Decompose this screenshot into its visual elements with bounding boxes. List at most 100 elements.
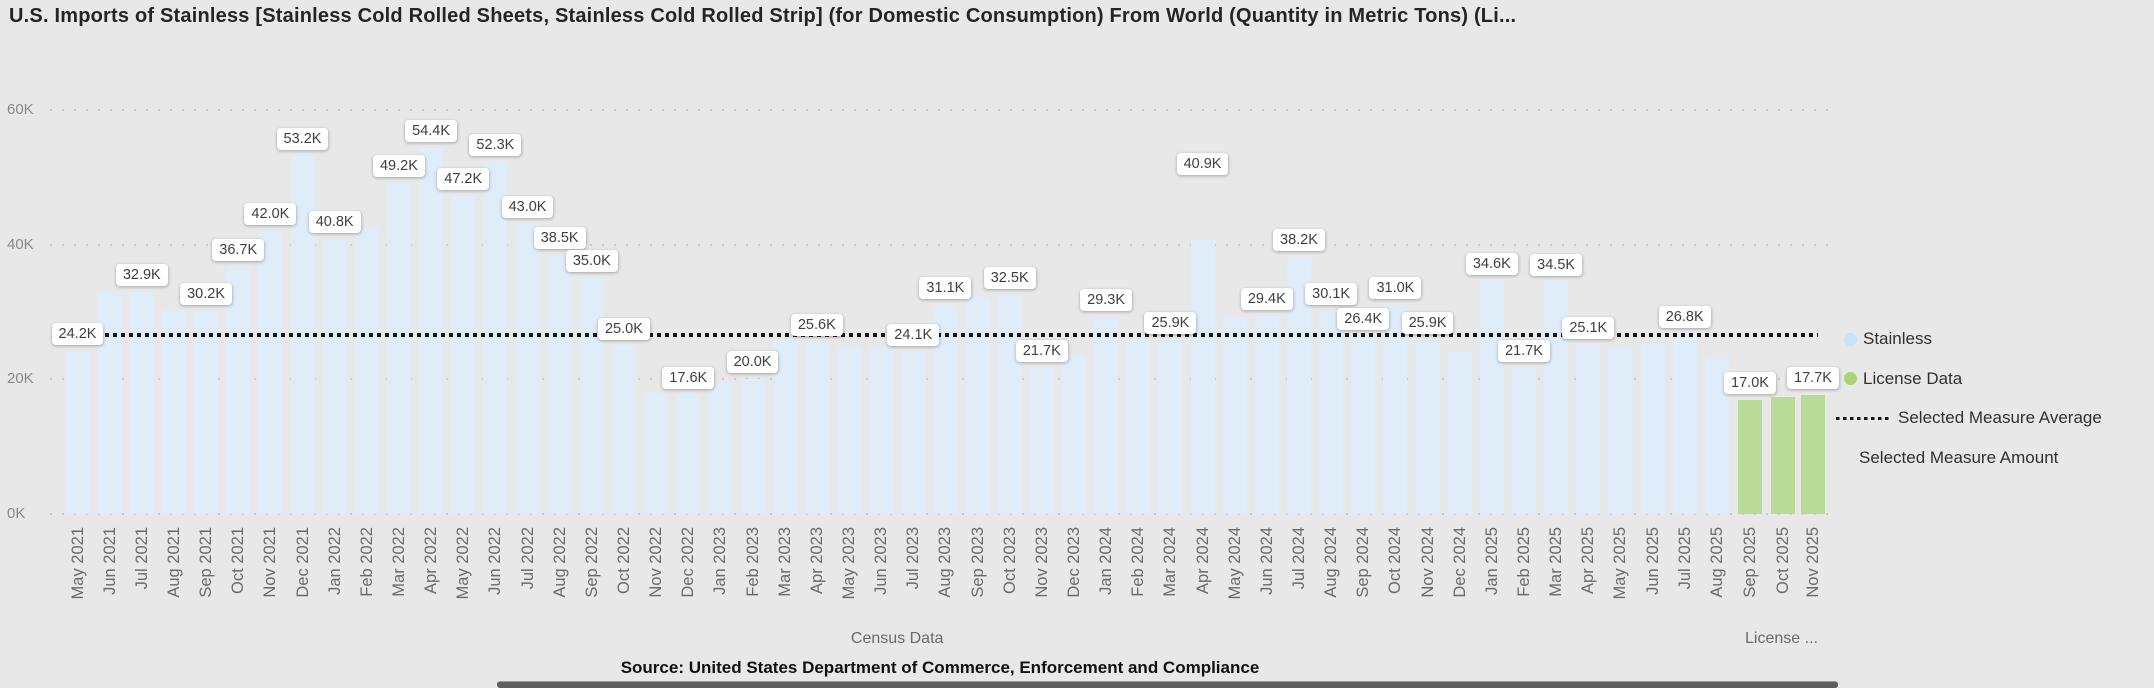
bar-nov-2024[interactable] — [1415, 339, 1440, 514]
legend-label: Stainless — [1863, 329, 1932, 348]
x-axis-month-label: Nov 2022 — [647, 527, 666, 598]
bar-aug-2024[interactable] — [1319, 311, 1344, 514]
bar-oct-2021[interactable] — [226, 266, 251, 514]
bar-mar-2024[interactable] — [1158, 339, 1183, 514]
data-label: 34.6K — [1465, 252, 1518, 275]
data-label: 32.9K — [115, 264, 168, 287]
bar-jun-2022[interactable] — [483, 161, 508, 514]
bar-may-2024[interactable] — [1222, 317, 1247, 514]
bar-dec-2023[interactable] — [1061, 355, 1086, 514]
bar-oct-2023[interactable] — [997, 295, 1022, 514]
bar-oct-2022[interactable] — [611, 345, 636, 514]
x-axis-month-label: Aug 2022 — [550, 527, 569, 598]
bar-apr-2023[interactable] — [804, 341, 829, 514]
bar-jul-2023[interactable] — [901, 351, 926, 514]
x-axis-month-label: Apr 2025 — [1579, 527, 1598, 594]
x-axis-month-label: Apr 2022 — [422, 527, 441, 594]
bar-jun-2025[interactable] — [1640, 344, 1665, 514]
data-label: 24.2K — [51, 323, 104, 345]
bar-sep-2024[interactable] — [1351, 336, 1376, 514]
x-axis-month-label: May 2025 — [1611, 527, 1630, 600]
bar-mar-2022[interactable] — [386, 182, 411, 514]
bar-nov-2022[interactable] — [644, 392, 669, 514]
x-axis-month-label: May 2022 — [454, 527, 473, 600]
x-axis-month-label: Jul 2023 — [904, 527, 923, 590]
legend-item-license-data[interactable]: License Data — [1840, 366, 1962, 392]
x-axis-month-label: Oct 2024 — [1386, 527, 1405, 594]
x-axis-month-label: Sep 2022 — [582, 527, 601, 598]
x-axis-month-label: Oct 2022 — [614, 527, 633, 594]
data-label: 54.4K — [405, 119, 458, 142]
horizontal-scrollbar[interactable] — [497, 681, 1838, 688]
legend-item-selected-measure-amount[interactable]: Selected Measure Amount — [1836, 445, 2058, 471]
bar-sep-2021[interactable] — [194, 310, 219, 514]
bar-jan-2024[interactable] — [1094, 316, 1119, 514]
data-label: 47.2K — [437, 168, 490, 191]
x-axis-month-label: Sep 2021 — [197, 527, 216, 598]
x-axis-month-label: Jul 2024 — [1289, 527, 1308, 590]
data-label: 29.4K — [1240, 287, 1293, 310]
x-axis-month-label: Oct 2023 — [1000, 527, 1019, 594]
bar-aug-2022[interactable] — [547, 254, 572, 514]
bar-jan-2023[interactable] — [708, 380, 733, 514]
x-axis-month-label: Dec 2024 — [1450, 527, 1469, 598]
bar-nov-2023[interactable] — [1029, 367, 1054, 514]
bar-dec-2022[interactable] — [676, 395, 701, 514]
bar-jun-2023[interactable] — [869, 348, 894, 514]
bar-apr-2022[interactable] — [419, 147, 444, 514]
data-label: 29.3K — [1080, 288, 1133, 311]
bar-may-2022[interactable] — [451, 196, 476, 514]
x-axis-month-label: Jan 2024 — [1097, 527, 1116, 595]
bar-may-2023[interactable] — [836, 346, 861, 514]
data-label: 52.3K — [469, 133, 522, 156]
bar-jul-2025[interactable] — [1672, 333, 1697, 514]
bar-feb-2022[interactable] — [354, 228, 379, 514]
x-axis-month-label: Dec 2021 — [293, 527, 312, 598]
data-label: 40.8K — [308, 211, 361, 234]
bar-jan-2025[interactable] — [1479, 280, 1504, 514]
data-label: 38.5K — [533, 226, 586, 249]
bar-nov-2025[interactable] — [1801, 394, 1825, 514]
x-axis-month-label: Jun 2023 — [872, 527, 891, 595]
bar-nov-2021[interactable] — [258, 231, 283, 514]
x-axis-month-label: Jul 2022 — [518, 527, 537, 590]
x-axis-month-label: Jun 2025 — [1643, 527, 1662, 595]
bar-sep-2023[interactable] — [965, 298, 990, 514]
license-data-swatch-icon — [1844, 372, 1857, 385]
bar-sep-2022[interactable] — [579, 278, 604, 514]
x-axis-month-label: Nov 2023 — [1032, 527, 1051, 598]
bar-oct-2024[interactable] — [1383, 305, 1408, 514]
x-axis-month-label: Aug 2025 — [1707, 527, 1726, 598]
bar-apr-2024[interactable] — [1190, 238, 1215, 514]
bar-jul-2022[interactable] — [515, 224, 540, 514]
bar-feb-2023[interactable] — [740, 379, 765, 514]
data-label: 21.7K — [1015, 339, 1068, 362]
data-label: 25.9K — [1401, 311, 1454, 334]
x-axis-month-label: Jan 2025 — [1482, 527, 1501, 595]
bar-dec-2024[interactable] — [1447, 351, 1472, 514]
x-axis-month-label: Apr 2023 — [807, 527, 826, 594]
y-axis-tick-label: 20K — [7, 370, 34, 388]
bar-sep-2025[interactable] — [1738, 399, 1762, 514]
data-label: 31.1K — [919, 276, 972, 299]
bar-aug-2021[interactable] — [161, 309, 186, 514]
bar-may-2025[interactable] — [1608, 346, 1633, 514]
legend-item-selected-measure-average[interactable]: Selected Measure Average — [1836, 405, 2102, 431]
data-label: 21.7K — [1498, 339, 1550, 362]
x-axis-month-label: Jan 2022 — [325, 527, 344, 595]
x-axis-month-label: Jan 2023 — [711, 527, 730, 595]
bar-may-2021[interactable] — [65, 351, 90, 514]
legend-item-stainless[interactable]: Stainless — [1840, 326, 1932, 352]
bar-oct-2025[interactable] — [1771, 396, 1795, 514]
bar-apr-2025[interactable] — [1576, 344, 1601, 514]
bar-jan-2022[interactable] — [322, 239, 347, 514]
bar-feb-2024[interactable] — [1126, 340, 1151, 514]
bar-jun-2024[interactable] — [1254, 315, 1279, 514]
bar-feb-2025[interactable] — [1511, 367, 1536, 514]
x-axis-month-label: Sep 2025 — [1741, 527, 1759, 598]
bar-jul-2021[interactable] — [129, 292, 154, 514]
x-axis-month-label: Sep 2024 — [1354, 527, 1373, 598]
data-label: 26.4K — [1337, 308, 1390, 331]
x-axis-month-label: May 2023 — [839, 527, 858, 600]
dotted-line-icon — [1836, 416, 1892, 420]
